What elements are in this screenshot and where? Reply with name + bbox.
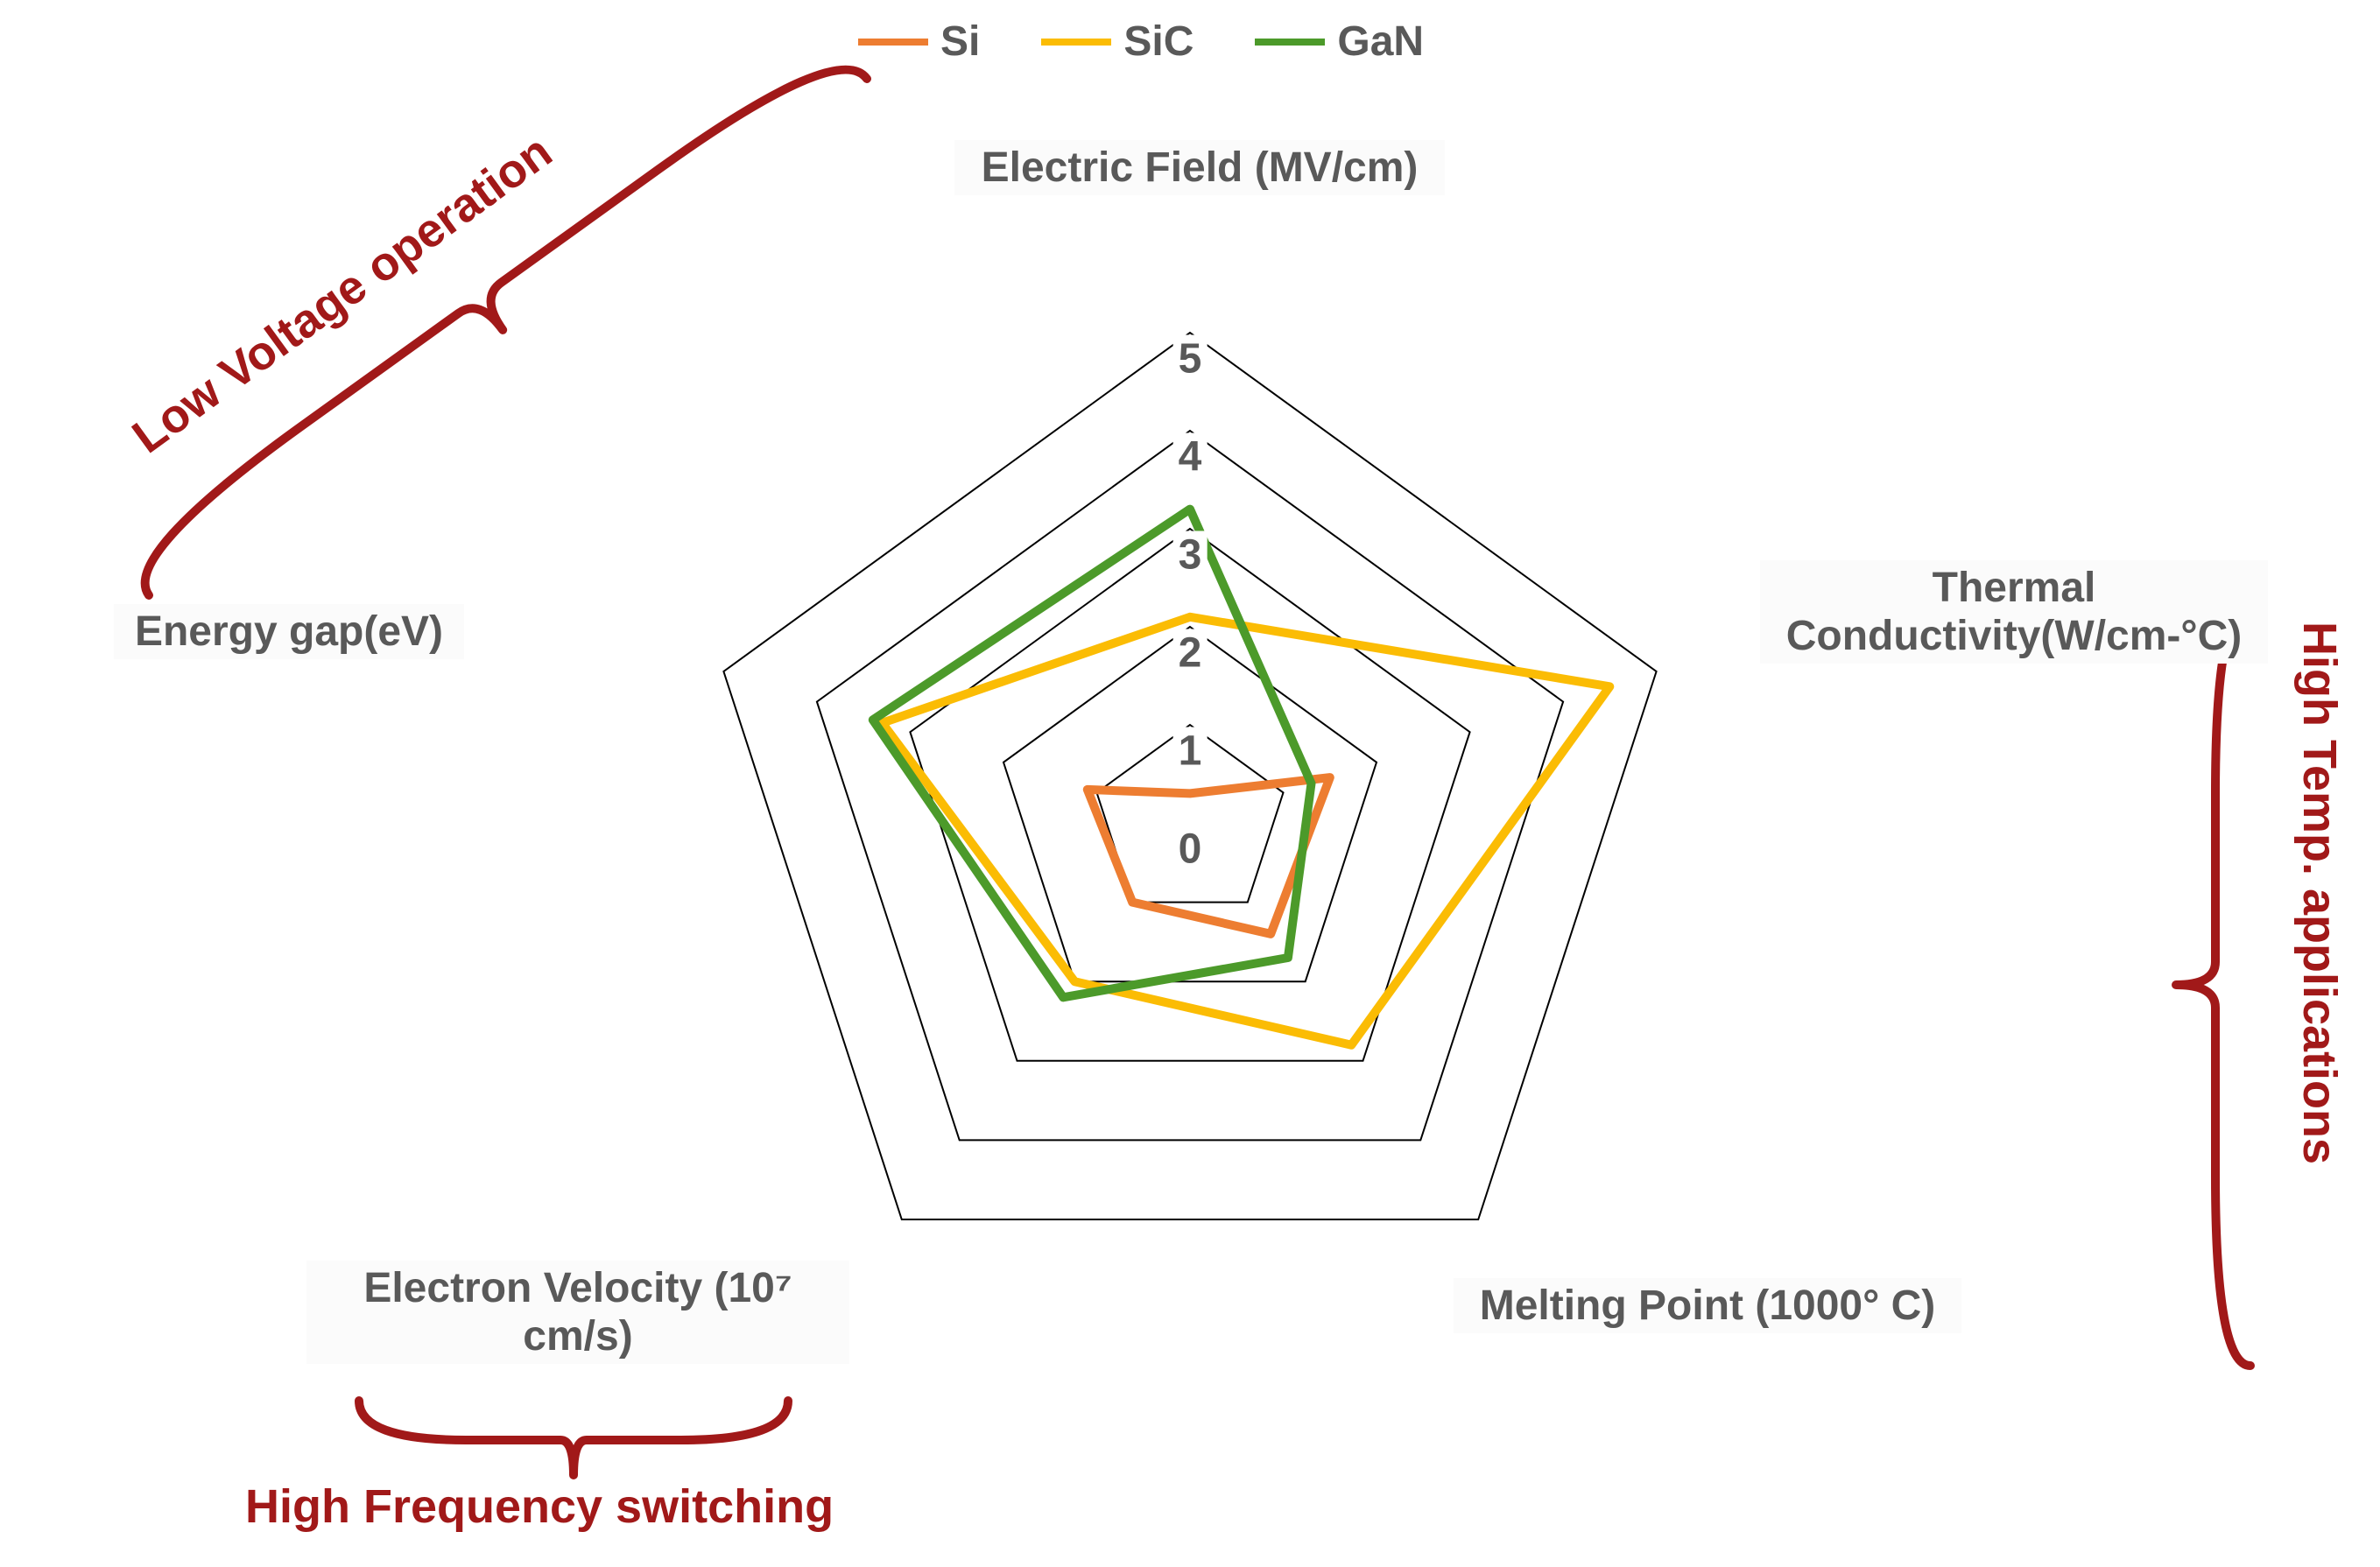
callout-text: High Temp. applications <box>2293 622 2346 1164</box>
axis-label-electric-field: Electric Field (MV/cm) <box>954 140 1445 195</box>
axis-label-text: Melting Point (1000° C) <box>1480 1282 1936 1329</box>
callout-high-freq: High Frequency switching <box>245 1479 834 1534</box>
axis-label-melting: Melting Point (1000° C) <box>1454 1278 1961 1333</box>
axis-label-thermal: Thermal Conductivity(W/cm-°C) <box>1760 560 2268 664</box>
axis-label-text: Energy gap(eV) <box>135 608 443 655</box>
axis-label-electron-velocity: Electron Velocity (10⁷ cm/s) <box>306 1261 849 1364</box>
brace-high-freq <box>359 1401 788 1475</box>
axis-label-text: Electric Field (MV/cm) <box>982 144 1419 191</box>
tick-label-4: 4 <box>1173 433 1208 481</box>
tick-label-0: 0 <box>1173 826 1208 874</box>
axis-label-text: Electron Velocity (10⁷ cm/s) <box>363 1265 792 1360</box>
callout-high-temp: High Temp. applications <box>2292 622 2347 1164</box>
tick-label-1: 1 <box>1173 727 1208 776</box>
chart-container: Si SiC GaN 012345 Electric Field (MV/cm)… <box>0 0 2380 1567</box>
axis-label-text: Thermal Conductivity(W/cm-°C) <box>1786 565 2243 659</box>
brace-high-temp <box>2176 604 2250 1366</box>
tick-label-3: 3 <box>1173 531 1208 580</box>
callout-text: High Frequency switching <box>245 1480 834 1533</box>
tick-label-2: 2 <box>1173 629 1208 678</box>
tick-label-5: 5 <box>1173 335 1208 383</box>
axis-label-energy-gap: Energy gap(eV) <box>114 604 464 659</box>
